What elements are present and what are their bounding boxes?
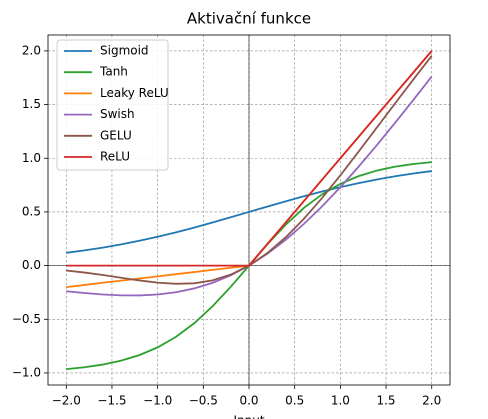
x-tick-label: 0.0: [239, 394, 258, 408]
legend-label: Tanh: [99, 65, 128, 79]
series-line: [66, 170, 432, 254]
plot-frame: [47, 34, 451, 386]
legend-label: Sigmoid: [100, 44, 149, 58]
y-tick-label: 2.0: [22, 43, 41, 57]
x-tick-label: 1.5: [376, 394, 395, 408]
legend-label: GELU: [100, 128, 132, 142]
legend-label: ReLU: [100, 150, 130, 164]
legend-label: Leaky ReLU: [100, 86, 169, 100]
x-tick-label: −1.5: [97, 394, 126, 408]
y-tick-label: 1.5: [22, 97, 41, 111]
x-tick-label: −2.0: [52, 394, 81, 408]
x-tick-label: 0.5: [285, 394, 304, 408]
x-tick-label: −1.0: [143, 394, 172, 408]
x-tick-label: −0.5: [189, 394, 218, 408]
x-tick-label: 1.0: [331, 394, 350, 408]
series-line: [66, 50, 433, 267]
x-axis-label: Input: [233, 414, 264, 419]
legend-label: Swish: [100, 107, 135, 121]
y-tick-label: 0.5: [22, 204, 41, 218]
y-tick-label: 0.0: [22, 258, 41, 272]
legend: Sigmoid Tanh Leaky ReLU Swish GELU ReLU: [56, 39, 169, 171]
y-tick-label: 1.0: [22, 151, 41, 165]
x-tick-label: 2.0: [422, 394, 441, 408]
chart-title: Aktivační funkce: [187, 10, 311, 28]
y-tick-label: −0.5: [12, 312, 41, 326]
y-tick-label: −1.0: [12, 365, 41, 379]
